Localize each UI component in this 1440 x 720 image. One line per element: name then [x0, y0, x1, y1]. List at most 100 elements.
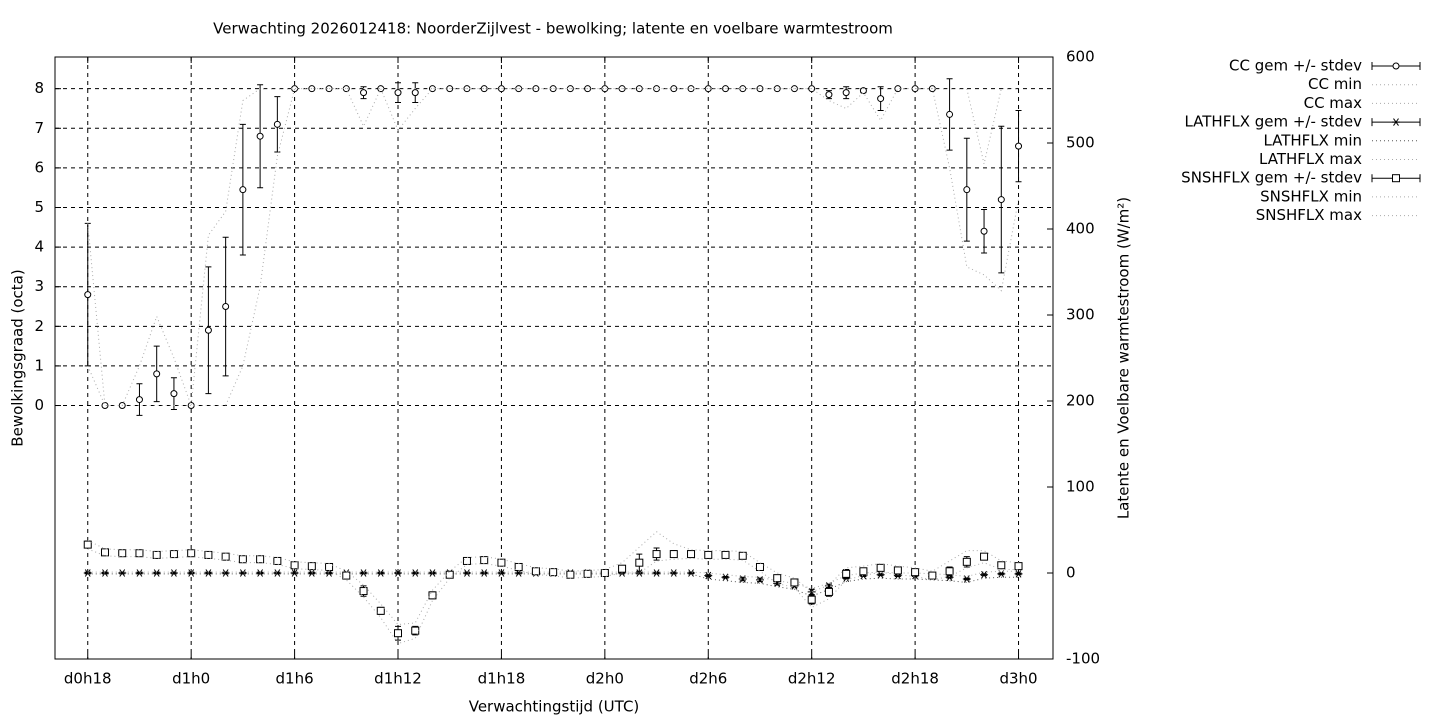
data-point [204, 569, 213, 577]
y2-tick-label: 300 [1066, 306, 1095, 324]
data-point [135, 569, 144, 577]
legend-label: LATHFLX min [1263, 131, 1362, 149]
data-point [704, 571, 713, 580]
data-point [411, 626, 420, 635]
data-point [204, 550, 213, 559]
data-point [618, 564, 627, 573]
data-point [669, 569, 678, 577]
legend-label: SNSHFLX gem +/- stdev [1181, 169, 1362, 187]
data-point [1014, 562, 1023, 571]
data-point [480, 556, 489, 565]
data-point [360, 89, 368, 97]
y-tick-label: 2 [34, 317, 44, 335]
data-point [946, 110, 954, 118]
data-point [152, 550, 161, 559]
data-point [894, 85, 902, 93]
data-point [877, 95, 885, 103]
data-point [1015, 142, 1023, 150]
y-tick-label: 8 [34, 79, 44, 97]
data-point [359, 587, 368, 596]
data-point [221, 552, 230, 561]
legend-label: SNSHFLX max [1256, 206, 1362, 224]
data-point [462, 569, 471, 577]
data-point [238, 555, 247, 564]
data-point [152, 569, 161, 577]
legend-marker [1392, 62, 1400, 70]
data-point [480, 569, 489, 577]
data-point [290, 569, 299, 577]
data-point [135, 549, 144, 558]
y-tick-label: 0 [34, 396, 44, 414]
data-point [411, 89, 419, 97]
data-point [169, 550, 178, 559]
data-point [411, 569, 420, 577]
data-point [256, 555, 265, 564]
x-tick-label: d2h18 [891, 670, 939, 688]
data-point [273, 556, 282, 565]
data-point [359, 569, 368, 577]
data-point [773, 574, 782, 583]
legend-label: CC min [1308, 75, 1362, 93]
data-point [635, 569, 644, 577]
data-point [222, 303, 230, 311]
data-point [187, 569, 196, 577]
data-point [394, 569, 403, 577]
y-tick-label: 1 [34, 356, 44, 374]
range-line [87, 88, 1019, 407]
data-point [997, 561, 1006, 570]
x-tick-label: d1h6 [276, 670, 314, 688]
data-point [962, 575, 971, 583]
data-point [825, 91, 833, 99]
x-tick-label: d1h0 [172, 670, 210, 688]
data-point [153, 370, 161, 378]
data-point [601, 85, 609, 93]
data-point [169, 569, 178, 577]
data-point [928, 571, 937, 580]
y2-tick-label: 100 [1066, 478, 1095, 496]
data-point [652, 550, 661, 559]
legend-label: LATHFLX gem +/- stdev [1184, 113, 1362, 131]
data-point [100, 569, 109, 577]
x-tick-label: d1h18 [478, 670, 526, 688]
data-point [583, 569, 592, 578]
plot-frame [54, 56, 1054, 660]
data-point [377, 85, 385, 93]
data-point [325, 562, 334, 571]
y2-tick-label: 600 [1066, 48, 1095, 66]
data-point [549, 568, 558, 577]
data-point [497, 558, 506, 567]
data-point [497, 569, 506, 577]
y2-tick-label: 400 [1066, 220, 1095, 238]
data-point [876, 563, 885, 572]
data-point [84, 291, 92, 299]
y-axis-label: Bewolkingsgraad (octa) [9, 269, 27, 446]
data-point [635, 558, 644, 567]
data-point [394, 89, 402, 97]
data-point [963, 186, 971, 194]
range-line [87, 531, 1019, 626]
data-point [135, 396, 143, 404]
data-point [187, 549, 196, 558]
data-point [980, 552, 989, 561]
data-point [256, 132, 264, 140]
y-tick-label: 7 [34, 119, 44, 137]
data-point [842, 89, 850, 97]
data-point [704, 550, 713, 559]
y2-tick-label: 0 [1066, 564, 1076, 582]
y-tick-label: 6 [34, 158, 44, 176]
data-point [755, 562, 764, 571]
x-tick-label: d1h12 [374, 670, 422, 688]
data-point [307, 562, 316, 571]
chart-title: Verwachting 2026012418: NoorderZijlvest … [213, 20, 893, 38]
data-point [962, 557, 971, 566]
data-point [273, 120, 281, 128]
data-point [980, 570, 989, 579]
x-tick-label: d2h0 [586, 670, 624, 688]
legend-label: SNSHFLX min [1260, 187, 1362, 205]
data-point [893, 566, 902, 575]
y2-tick-label: 200 [1066, 392, 1095, 410]
data-point [376, 606, 385, 615]
data-point [945, 567, 954, 576]
legend-label: CC gem +/- stdev [1229, 57, 1362, 75]
data-point [428, 569, 437, 577]
